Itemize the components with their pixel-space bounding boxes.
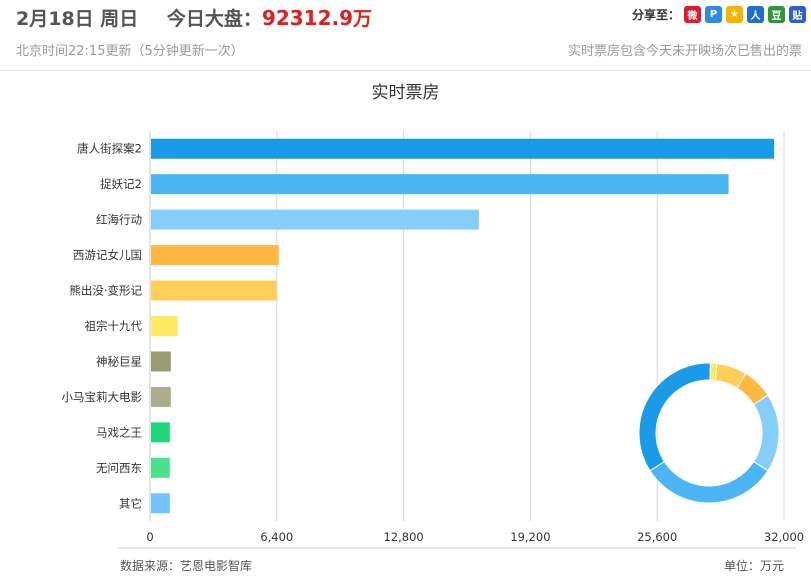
category-label: 小马宝莉大电影 xyxy=(62,390,143,404)
bar xyxy=(151,351,171,372)
bar xyxy=(151,422,170,443)
update-time: 北京时间22:15更新（5分钟更新一次） xyxy=(16,44,244,59)
donut-slice xyxy=(752,394,780,472)
share-label: 分享至： xyxy=(632,8,681,22)
bar xyxy=(151,209,479,230)
donut-slice xyxy=(649,460,769,504)
baidu-icon[interactable]: 贴 xyxy=(789,6,807,23)
x-tick-label: 25,600 xyxy=(637,530,677,544)
share-icons: 微 P ★ 人豆贴 xyxy=(684,6,807,23)
douban-icon[interactable]: 豆 xyxy=(768,6,786,23)
bar xyxy=(151,174,729,195)
x-tick-label: 6,400 xyxy=(260,530,293,544)
category-label: 祖宗十九代 xyxy=(85,319,143,333)
x-tick-label: 32,000 xyxy=(764,530,804,544)
bar xyxy=(151,386,171,407)
donut-slice xyxy=(709,362,718,381)
bar xyxy=(151,138,775,159)
donut-slice xyxy=(638,362,711,472)
category-label: 唐人街探案2 xyxy=(77,142,142,156)
total-value: 92312.9 xyxy=(261,6,354,30)
data-source: 数据来源：艺恩电影智库 xyxy=(120,559,253,573)
renren-icon[interactable]: 人 xyxy=(747,6,765,23)
weibo-icon[interactable]: 微 xyxy=(684,6,702,23)
category-label: 马戏之王 xyxy=(96,425,142,439)
qq-icon[interactable]: ★ xyxy=(726,6,744,23)
x-tick-label: 12,800 xyxy=(383,530,423,544)
bar xyxy=(151,316,178,336)
bar xyxy=(151,493,170,514)
total-label: 今日大盘： xyxy=(166,8,262,30)
x-tick-label: 0 xyxy=(146,530,153,544)
category-label: 捉妖记2 xyxy=(100,177,142,191)
share-bar: 分享至： 微 P ★ 人豆贴 xyxy=(632,6,807,23)
chart-panel xyxy=(0,70,811,579)
x-tick-label: 19,200 xyxy=(510,530,550,544)
bar xyxy=(151,457,170,478)
chart-title: 实时票房 xyxy=(371,83,440,103)
category-label: 西游记女儿国 xyxy=(73,248,142,262)
category-label: 无问西东 xyxy=(96,461,142,475)
total-unit: 万 xyxy=(353,8,373,30)
qzone-icon[interactable]: P xyxy=(705,6,723,23)
header-title: 2月18日 周日 今日大盘：92312.9万 xyxy=(16,4,372,31)
category-label: 其它 xyxy=(119,496,142,510)
bar xyxy=(151,280,277,301)
date-label: 2月18日 周日 xyxy=(16,8,139,30)
notice-text: 实时票房包含今天未开映场次已售出的票 xyxy=(568,44,803,59)
category-label: 神秘巨星 xyxy=(96,354,142,368)
category-label: 红海行动 xyxy=(96,213,142,227)
category-label: 熊出没·变形记 xyxy=(69,284,142,298)
bar xyxy=(151,245,279,266)
unit-label: 单位：万元 xyxy=(724,559,785,573)
